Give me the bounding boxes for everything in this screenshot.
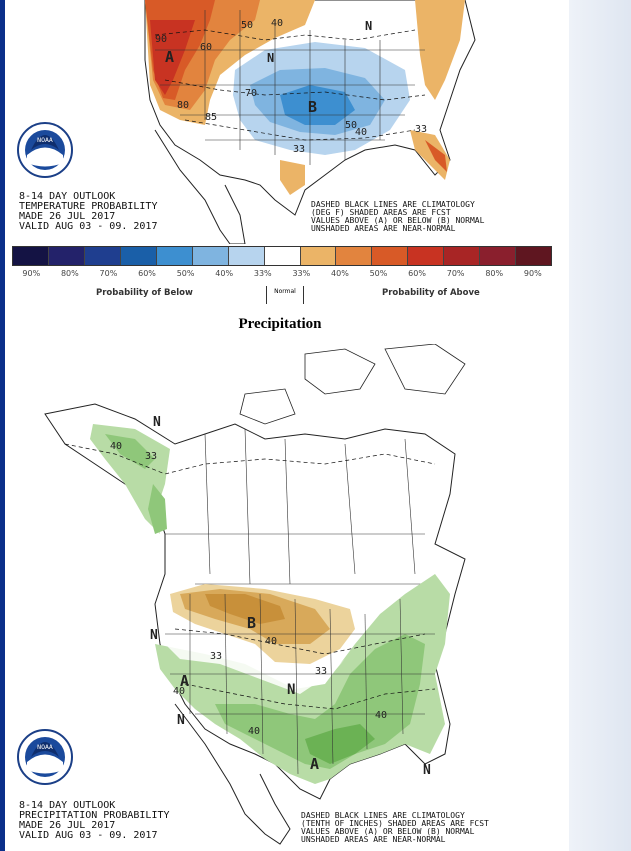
- temperature-outlook-map: A B N N 60 50 40 33 70 90 80 85 50 40 33…: [5, 0, 569, 244]
- label-85: 85: [205, 112, 217, 123]
- precip-label-n-sw: N: [177, 713, 185, 728]
- label-80: 80: [177, 100, 189, 111]
- label-70: 70: [245, 88, 257, 99]
- precipitation-outlook-map: N 40 33 B 40 33 N A 40 33 N N 40 40 A N …: [5, 344, 569, 851]
- legend-swatch: [13, 247, 49, 265]
- legend-swatch: [372, 247, 409, 265]
- legend-percent-label: 33%: [292, 269, 311, 278]
- label-n-mid: N: [267, 51, 274, 65]
- probability-legend: 90% 80% 70% 60% 50% 40% 33% 33% 40% 50% 60% 70% 80% 9…: [12, 246, 552, 314]
- temp-header-line-1: 8-14 DAY OUTLOOK: [19, 191, 115, 202]
- label-40: 40: [271, 18, 283, 29]
- precip-header-line-2: PRECIPITATION PROBABILITY: [19, 810, 170, 821]
- precip-label-b: B: [247, 614, 256, 632]
- legend-percent-label: 90%: [523, 269, 542, 278]
- left-frame-strip: [0, 0, 5, 851]
- precip-label-n-west: N: [150, 628, 158, 643]
- right-background: [569, 0, 631, 851]
- legend-percent-label: 40%: [331, 269, 349, 278]
- precip-header-line-3: MADE 26 JUL 2017: [19, 820, 115, 831]
- label-60: 60: [200, 42, 212, 53]
- legend-swatch: [264, 247, 301, 265]
- legend-swatch: [480, 247, 517, 265]
- noaa-logo-bottom: NOAA: [17, 729, 73, 785]
- legend-swatch: [120, 247, 157, 265]
- precip-label-a-south: A: [310, 755, 319, 773]
- precip-label-40-se: 40: [375, 710, 387, 721]
- temp-header-line-3: MADE 26 JUL 2017: [19, 211, 115, 222]
- precip-label-40-w: 40: [173, 686, 185, 697]
- precip-note-line-2: (TENTH OF INCHES) SHADED AREAS ARE FCST: [301, 819, 489, 828]
- legend-percent-label: 40%: [215, 269, 234, 278]
- noaa-logo-top: NOAA: [17, 122, 73, 178]
- temp-note-line-2: (DEG F) SHADED AREAS ARE FCST: [311, 208, 451, 217]
- temp-header-line-2: TEMPERATURE PROBABILITY: [19, 201, 157, 212]
- legend-percent-label: 90%: [22, 269, 41, 278]
- temp-note-line-4: UNSHADED AREAS ARE NEAR-NORMAL: [311, 224, 456, 233]
- legend-percent-label: 80%: [60, 269, 79, 278]
- label-90: 90: [155, 34, 167, 45]
- precip-label-33-w: 33: [210, 651, 222, 662]
- label-50: 50: [241, 20, 253, 31]
- legend-swatch: [444, 247, 481, 265]
- label-n-east: N: [365, 19, 372, 33]
- precip-note-line-3: VALUES ABOVE (A) OR BELOW (B) NORMAL: [301, 827, 475, 836]
- legend-percent-label: 50%: [369, 269, 388, 278]
- legend-above-caption: Probability of Above: [382, 288, 480, 298]
- legend-swatch: [192, 247, 229, 265]
- legend-below-caption: Probability of Below: [96, 288, 193, 298]
- legend-swatch: [84, 247, 121, 265]
- legend-swatch: [300, 247, 337, 265]
- legend-percent-label: 60%: [138, 269, 156, 278]
- noaa-text-bottom: NOAA: [37, 743, 53, 751]
- precip-label-33-b: 33: [315, 666, 327, 677]
- label-50b: 50: [345, 120, 357, 131]
- precip-label-n-mid: N: [287, 682, 295, 698]
- legend-percent-label: 33%: [253, 269, 272, 278]
- precip-label-33-ak: 33: [145, 451, 157, 462]
- temp-header-line-4: VALID AUG 03 - 09. 2017: [19, 221, 157, 232]
- legend-percent-label: 60%: [408, 269, 426, 278]
- precip-label-40-b: 40: [265, 636, 277, 647]
- precip-label-40-ak: 40: [110, 441, 122, 452]
- label-33: 33: [293, 144, 305, 155]
- legend-swatch: [336, 247, 373, 265]
- legend-percent-labels: 90% 80% 70% 60% 50% 40% 33% 33% 40% 50% 60% 70% 80% 9…: [12, 269, 552, 281]
- legend-swatch: [156, 247, 193, 265]
- temp-note-line-3: VALUES ABOVE (A) OR BELOW (B) NORMAL: [311, 216, 485, 225]
- precip-label-n-alaska: N: [153, 415, 161, 430]
- legend-color-bar: [12, 246, 552, 266]
- legend-percent-label: 50%: [176, 269, 195, 278]
- legend-normal-caption: Normal: [266, 286, 304, 304]
- label-33b: 33: [415, 124, 427, 135]
- legend-swatch: [48, 247, 85, 265]
- legend-percent-label: 70%: [99, 269, 118, 278]
- precip-note-line-1: DASHED BLACK LINES ARE CLIMATOLOGY: [301, 811, 465, 820]
- noaa-text-top: NOAA: [37, 136, 53, 144]
- precip-label-n-ne: N: [423, 763, 431, 778]
- precip-header-line-4: VALID AUG 03 - 09. 2017: [19, 830, 157, 841]
- legend-swatch: [228, 247, 265, 265]
- label-b-temp: B: [308, 98, 317, 116]
- temp-note-line-1: DASHED BLACK LINES ARE CLIMATOLOGY: [311, 200, 475, 209]
- legend-percent-label: 70%: [446, 269, 465, 278]
- precip-label-a-west: A: [180, 672, 189, 690]
- label-40b: 40: [355, 127, 367, 138]
- precip-note-line-4: UNSHADED AREAS ARE NEAR-NORMAL: [301, 835, 446, 844]
- label-a-temp: A: [165, 48, 174, 66]
- legend-swatch: [408, 247, 445, 265]
- legend-swatch: [516, 247, 552, 265]
- legend-percent-label: 80%: [485, 269, 504, 278]
- precipitation-heading: Precipitation: [238, 316, 322, 332]
- precip-label-40-sw: 40: [248, 726, 260, 737]
- precip-header-line-1: 8-14 DAY OUTLOOK: [19, 800, 115, 811]
